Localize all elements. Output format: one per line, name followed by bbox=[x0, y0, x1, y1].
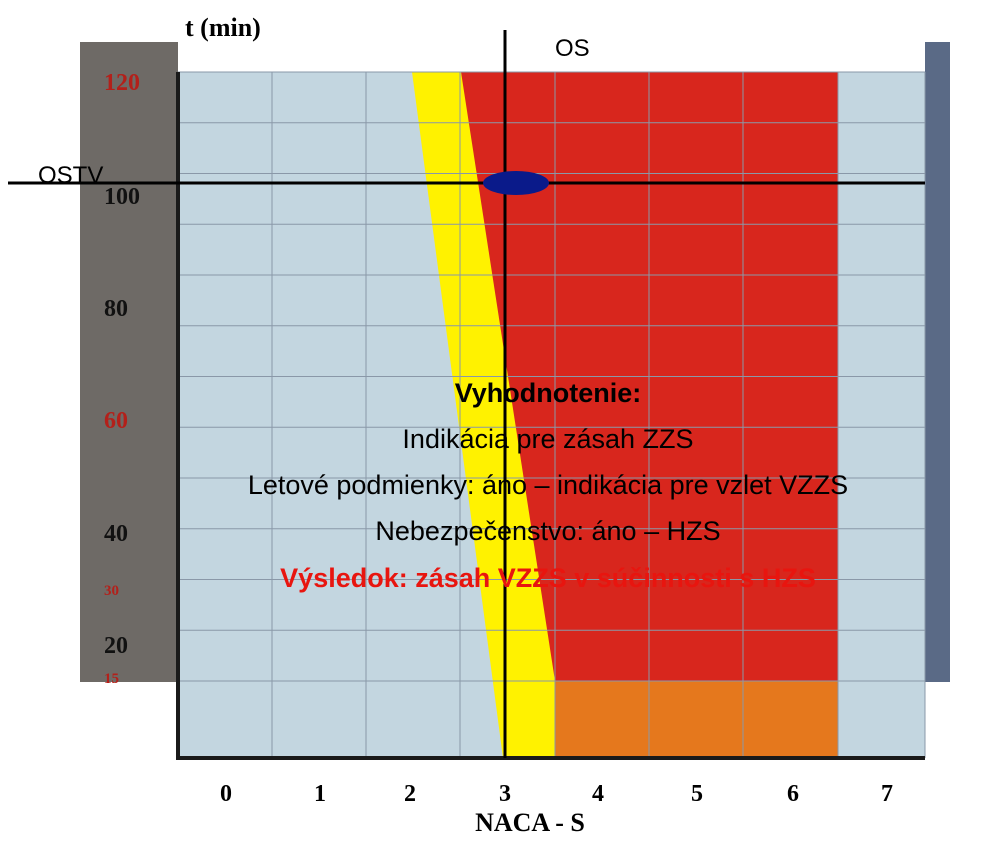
evaluation-result: Výsledok: zásah VZZS v súčinnosti s HZS bbox=[280, 563, 816, 593]
x-tick-label: 7 bbox=[881, 781, 893, 807]
evaluation-line: Indikácia pre zásah ZZS bbox=[402, 424, 693, 454]
x-tick-label: 2 bbox=[404, 781, 416, 807]
y-tick-label: 15 bbox=[104, 671, 119, 687]
ostv-label: OSTV bbox=[38, 162, 103, 189]
evaluation-line: Letové podmienky: áno – indikácia pre vz… bbox=[248, 470, 848, 500]
grid bbox=[177, 71, 926, 758]
x-tick-label: 5 bbox=[691, 781, 703, 807]
left-photo bbox=[80, 42, 178, 682]
right-photo bbox=[925, 42, 950, 682]
x-title: NACA - S bbox=[475, 808, 585, 837]
x-tick-label: 6 bbox=[787, 781, 799, 807]
y-tick-label: 60 bbox=[104, 408, 128, 434]
x-tick-label: 1 bbox=[314, 781, 326, 807]
yellow-zone bbox=[412, 72, 555, 758]
x-tick-label: 4 bbox=[592, 781, 604, 807]
y-tick-label: 100 bbox=[104, 184, 140, 210]
y-title: t (min) bbox=[185, 13, 261, 42]
evaluation-heading: Vyhodnotenie: bbox=[455, 378, 642, 408]
y-tick-label: 120 bbox=[104, 70, 140, 96]
x-tick-label: 3 bbox=[499, 781, 511, 807]
y-tick-label: 80 bbox=[104, 296, 128, 322]
x-tick-label: 0 bbox=[220, 781, 232, 807]
y-tick-label: 40 bbox=[104, 521, 128, 547]
point bbox=[483, 171, 549, 195]
orange-zone bbox=[555, 681, 838, 758]
y-tick-label: 30 bbox=[104, 583, 119, 599]
y-tick-label: 20 bbox=[104, 633, 128, 659]
os-label: OS bbox=[555, 35, 590, 62]
evaluation-line: Nebezpečenstvo: áno – HZS bbox=[375, 516, 720, 546]
